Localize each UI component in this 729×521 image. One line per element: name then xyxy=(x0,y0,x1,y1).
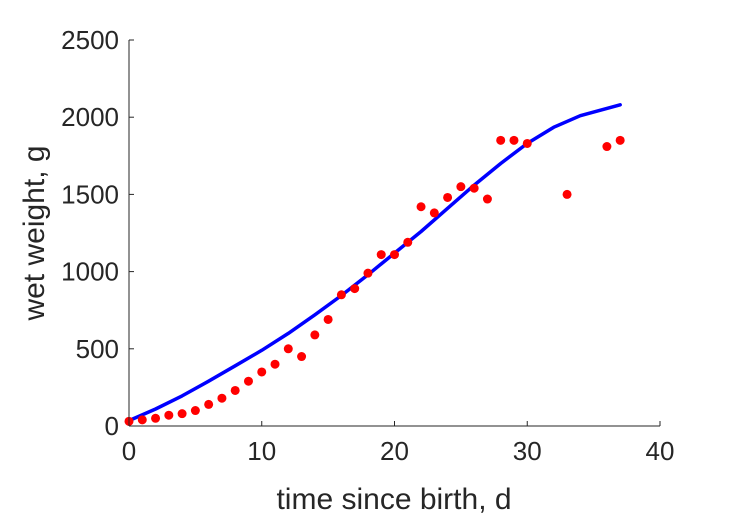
data-point xyxy=(390,250,399,260)
data-point xyxy=(496,135,506,145)
data-point xyxy=(456,182,466,192)
data-point xyxy=(297,352,307,362)
data-point xyxy=(403,237,413,247)
data-point xyxy=(230,385,240,395)
data-point xyxy=(137,415,147,425)
data-point xyxy=(257,367,267,377)
data-point xyxy=(482,194,492,204)
data-point xyxy=(429,208,439,218)
x-tick-label: 30 xyxy=(513,436,542,466)
y-tick-label: 2000 xyxy=(61,102,119,132)
y-tick-label: 2500 xyxy=(61,25,119,55)
x-tick-label: 10 xyxy=(247,436,276,466)
y-tick-label: 1000 xyxy=(61,257,119,287)
data-point xyxy=(416,202,426,212)
data-point xyxy=(615,135,625,145)
data-point xyxy=(562,189,572,199)
y-axis-label: wet weight, g xyxy=(18,145,51,321)
data-point xyxy=(323,314,333,324)
x-tick-label: 20 xyxy=(380,436,409,466)
data-point xyxy=(469,183,479,193)
y-tick-label: 1500 xyxy=(61,179,119,209)
data-point xyxy=(363,268,373,278)
x-axis-label: time since birth, d xyxy=(276,483,511,516)
data-point xyxy=(190,406,200,416)
data-point xyxy=(350,284,360,294)
x-tick-label: 0 xyxy=(122,436,136,466)
data-point xyxy=(283,344,293,354)
fit-curve-line xyxy=(127,103,622,423)
data-point xyxy=(270,359,280,369)
data-point xyxy=(151,413,161,423)
data-point xyxy=(243,376,253,386)
data-point xyxy=(177,409,187,419)
data-point xyxy=(376,250,386,260)
data-point xyxy=(217,393,227,403)
data-point xyxy=(443,192,453,202)
plot-area xyxy=(124,103,625,426)
data-point xyxy=(164,410,174,420)
data-point xyxy=(509,135,519,145)
x-tick-label: 40 xyxy=(646,436,675,466)
data-point xyxy=(310,330,320,340)
axes: 0 10 20 30 40 0 500 1000 1500 2000 2500 xyxy=(61,25,674,466)
data-point xyxy=(336,290,346,300)
data-point xyxy=(522,138,532,148)
data-point xyxy=(602,142,612,152)
y-tick-label: 500 xyxy=(76,334,119,364)
data-point xyxy=(204,399,214,409)
y-tick-label: 0 xyxy=(105,411,119,441)
